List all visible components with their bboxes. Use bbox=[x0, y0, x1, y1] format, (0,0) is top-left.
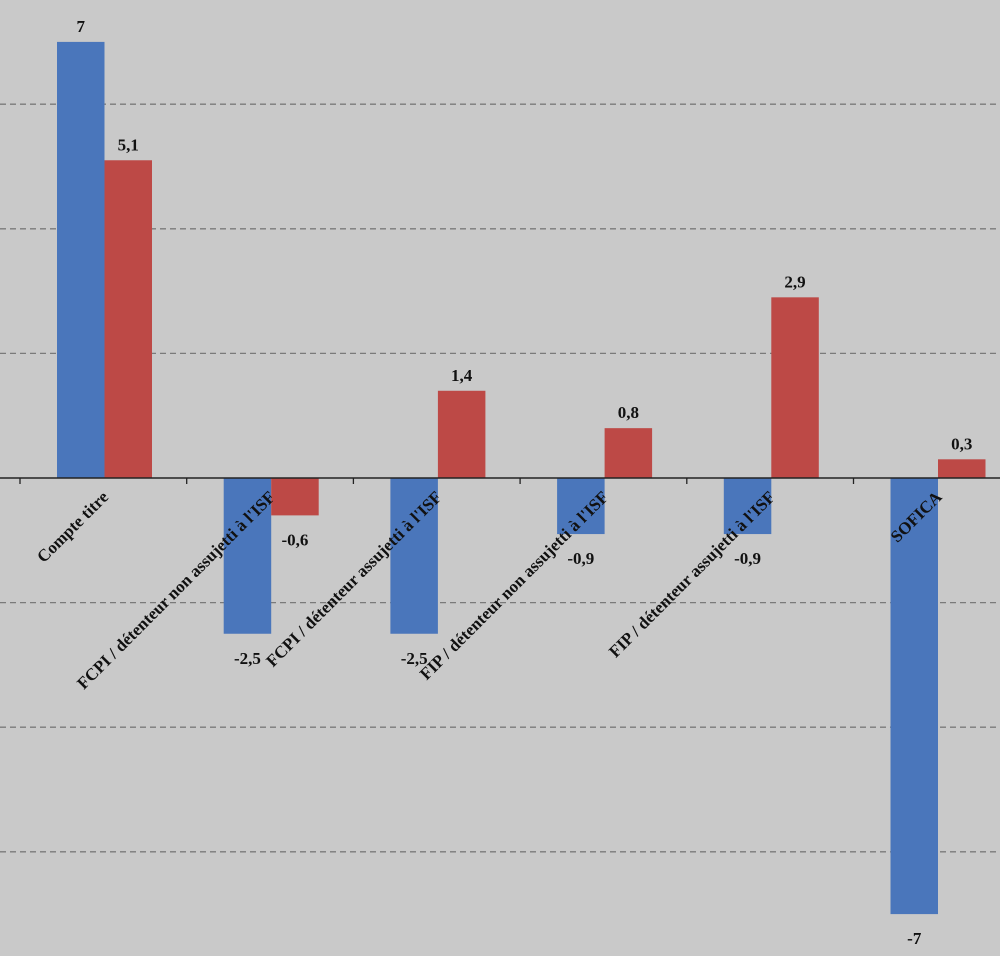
category-label: Compte titre bbox=[33, 487, 112, 566]
bar bbox=[437, 390, 486, 478]
bar bbox=[104, 160, 152, 478]
data-label: -0,9 bbox=[734, 549, 761, 568]
bar bbox=[938, 459, 986, 478]
data-label: 1,4 bbox=[451, 366, 473, 385]
bar bbox=[604, 428, 653, 478]
bar bbox=[557, 478, 605, 535]
data-label: -0,9 bbox=[567, 549, 594, 568]
data-label: 0,3 bbox=[951, 434, 972, 453]
bar bbox=[57, 41, 105, 479]
data-label: -2,5 bbox=[234, 649, 261, 668]
bar bbox=[223, 478, 272, 634]
data-label: 5,1 bbox=[118, 135, 139, 154]
bar bbox=[723, 478, 772, 535]
data-label: -7 bbox=[907, 929, 922, 948]
category-label: FIP / détenteur non assujetti à l'ISF bbox=[416, 487, 612, 683]
data-label: 0,8 bbox=[618, 403, 639, 422]
bar bbox=[390, 478, 438, 634]
data-label: -0,6 bbox=[281, 530, 308, 549]
category-label: FIP / détenteur assujetti à l'ISF bbox=[605, 487, 779, 661]
data-label: -2,5 bbox=[401, 649, 428, 668]
data-label: 7 bbox=[77, 17, 86, 36]
bar bbox=[771, 297, 819, 478]
bar bbox=[271, 478, 319, 516]
data-label: 2,9 bbox=[784, 272, 805, 291]
bar bbox=[890, 478, 938, 915]
